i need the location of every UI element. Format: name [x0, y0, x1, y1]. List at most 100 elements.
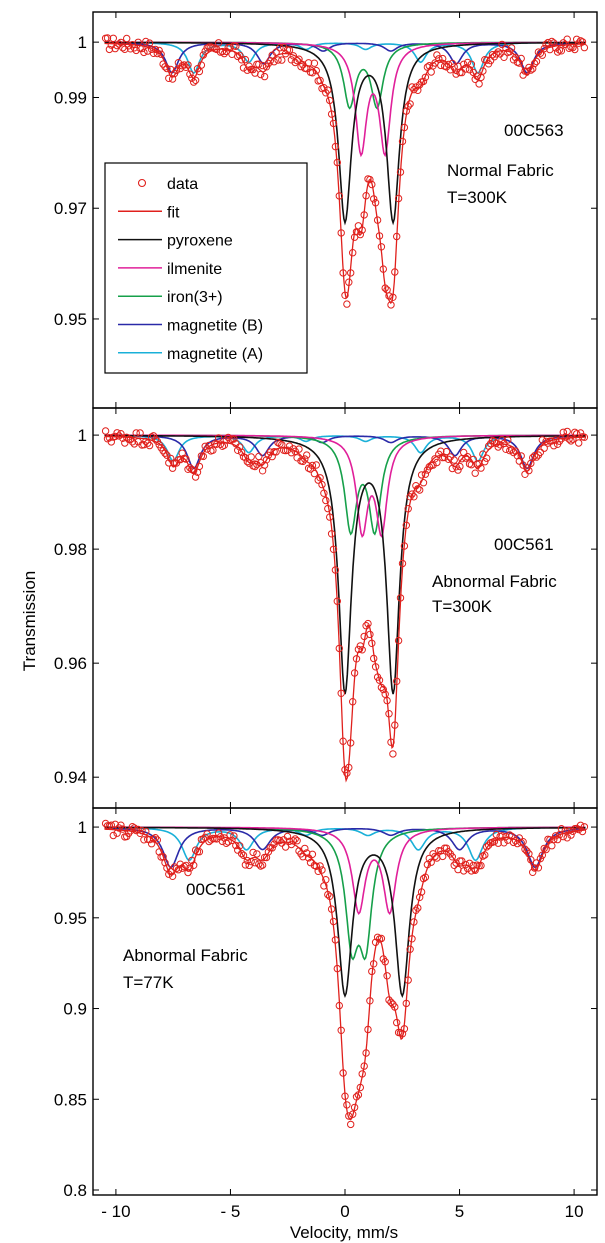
data-point	[571, 428, 579, 436]
data-point	[258, 861, 267, 869]
data-point	[550, 835, 558, 844]
data-point	[103, 34, 112, 42]
data-point	[519, 838, 527, 846]
data-point	[320, 489, 328, 497]
data-point	[333, 964, 341, 973]
data-point	[362, 622, 370, 630]
data-point	[339, 269, 347, 277]
data-point	[308, 850, 317, 858]
data-point	[182, 455, 190, 463]
data-point	[456, 462, 464, 471]
data-point	[165, 74, 173, 83]
data-point	[117, 821, 125, 829]
data-point	[421, 873, 430, 881]
data-point	[356, 642, 364, 650]
data-point	[550, 39, 558, 47]
data-point	[316, 862, 324, 870]
data-point	[421, 470, 430, 478]
data-point	[500, 53, 508, 61]
data-point	[144, 439, 152, 447]
annotation-sample: 00C561	[494, 535, 554, 554]
data-point	[498, 40, 506, 49]
data-point	[368, 639, 376, 647]
data-point	[126, 435, 135, 444]
data-point	[341, 1092, 349, 1100]
data-point	[385, 996, 393, 1004]
data-point	[563, 427, 571, 436]
data-point	[400, 542, 409, 550]
data-point	[542, 437, 550, 445]
data-point	[465, 859, 474, 867]
y-tick-label: 1	[78, 33, 87, 52]
data-point	[335, 1001, 343, 1010]
data-point	[345, 278, 353, 286]
data-point	[188, 465, 196, 474]
data-point	[532, 57, 541, 66]
data-point	[199, 452, 208, 461]
data-point	[427, 858, 435, 866]
data-point	[527, 856, 535, 864]
y-tick-label: 0.9	[63, 1000, 87, 1019]
data-point	[565, 44, 573, 52]
x-axis-label: Velocity, mm/s	[290, 1223, 398, 1242]
data-point	[502, 445, 510, 453]
data-point	[366, 997, 374, 1005]
data-point	[168, 872, 177, 880]
data-point	[243, 66, 252, 74]
data-point	[214, 829, 223, 837]
data-point	[293, 837, 301, 845]
data-point	[527, 66, 535, 74]
data-point	[180, 61, 188, 69]
data-point	[343, 1101, 351, 1109]
data-point	[249, 65, 257, 74]
y-tick-label: 0.99	[54, 89, 87, 108]
data-point	[167, 867, 175, 876]
data-point	[272, 448, 280, 456]
data-point	[253, 850, 261, 858]
data-point	[285, 46, 294, 54]
data-point	[333, 158, 341, 167]
data-point	[565, 435, 573, 443]
data-point	[289, 52, 297, 60]
data-point	[433, 51, 441, 59]
data-point	[371, 199, 380, 207]
data-point	[142, 827, 150, 836]
data-point	[557, 825, 566, 833]
data-point	[573, 430, 581, 438]
data-point	[349, 249, 357, 257]
annotation-temperature: T=77K	[123, 973, 174, 992]
data-point	[324, 890, 332, 899]
data-point	[232, 42, 240, 50]
data-point	[184, 868, 192, 877]
data-point	[548, 37, 556, 46]
data-point	[268, 844, 276, 852]
x-tick-label: 5	[455, 1202, 464, 1221]
data-point	[199, 51, 208, 59]
data-point	[530, 59, 539, 68]
data-point	[494, 839, 502, 847]
data-point	[316, 76, 324, 85]
data-point	[349, 1110, 357, 1118]
data-point	[377, 934, 386, 943]
panel-1: 0.95 0.97 0.99 1 00C563 Normal Fabric T=300K	[54, 11, 598, 409]
annotation-fabric: Abnormal Fabric	[432, 572, 557, 591]
data-point	[471, 866, 479, 874]
data-point	[132, 429, 140, 437]
data-point	[419, 874, 428, 883]
data-point	[107, 821, 116, 829]
data-point	[176, 455, 185, 464]
y-tick-label: 0.94	[54, 768, 87, 787]
data-point	[274, 56, 282, 64]
series-pyroxene	[104, 434, 586, 695]
legend-label: pyroxene	[167, 233, 233, 250]
data-point	[576, 37, 585, 45]
data-point	[416, 893, 424, 901]
data-point	[157, 50, 165, 58]
data-point	[506, 831, 514, 839]
data-point	[576, 429, 585, 437]
data-point	[226, 43, 234, 52]
data-point	[333, 597, 341, 605]
legend-label: magnetite (A)	[167, 346, 263, 363]
series-pyroxene	[104, 826, 586, 999]
data-point	[134, 825, 142, 834]
